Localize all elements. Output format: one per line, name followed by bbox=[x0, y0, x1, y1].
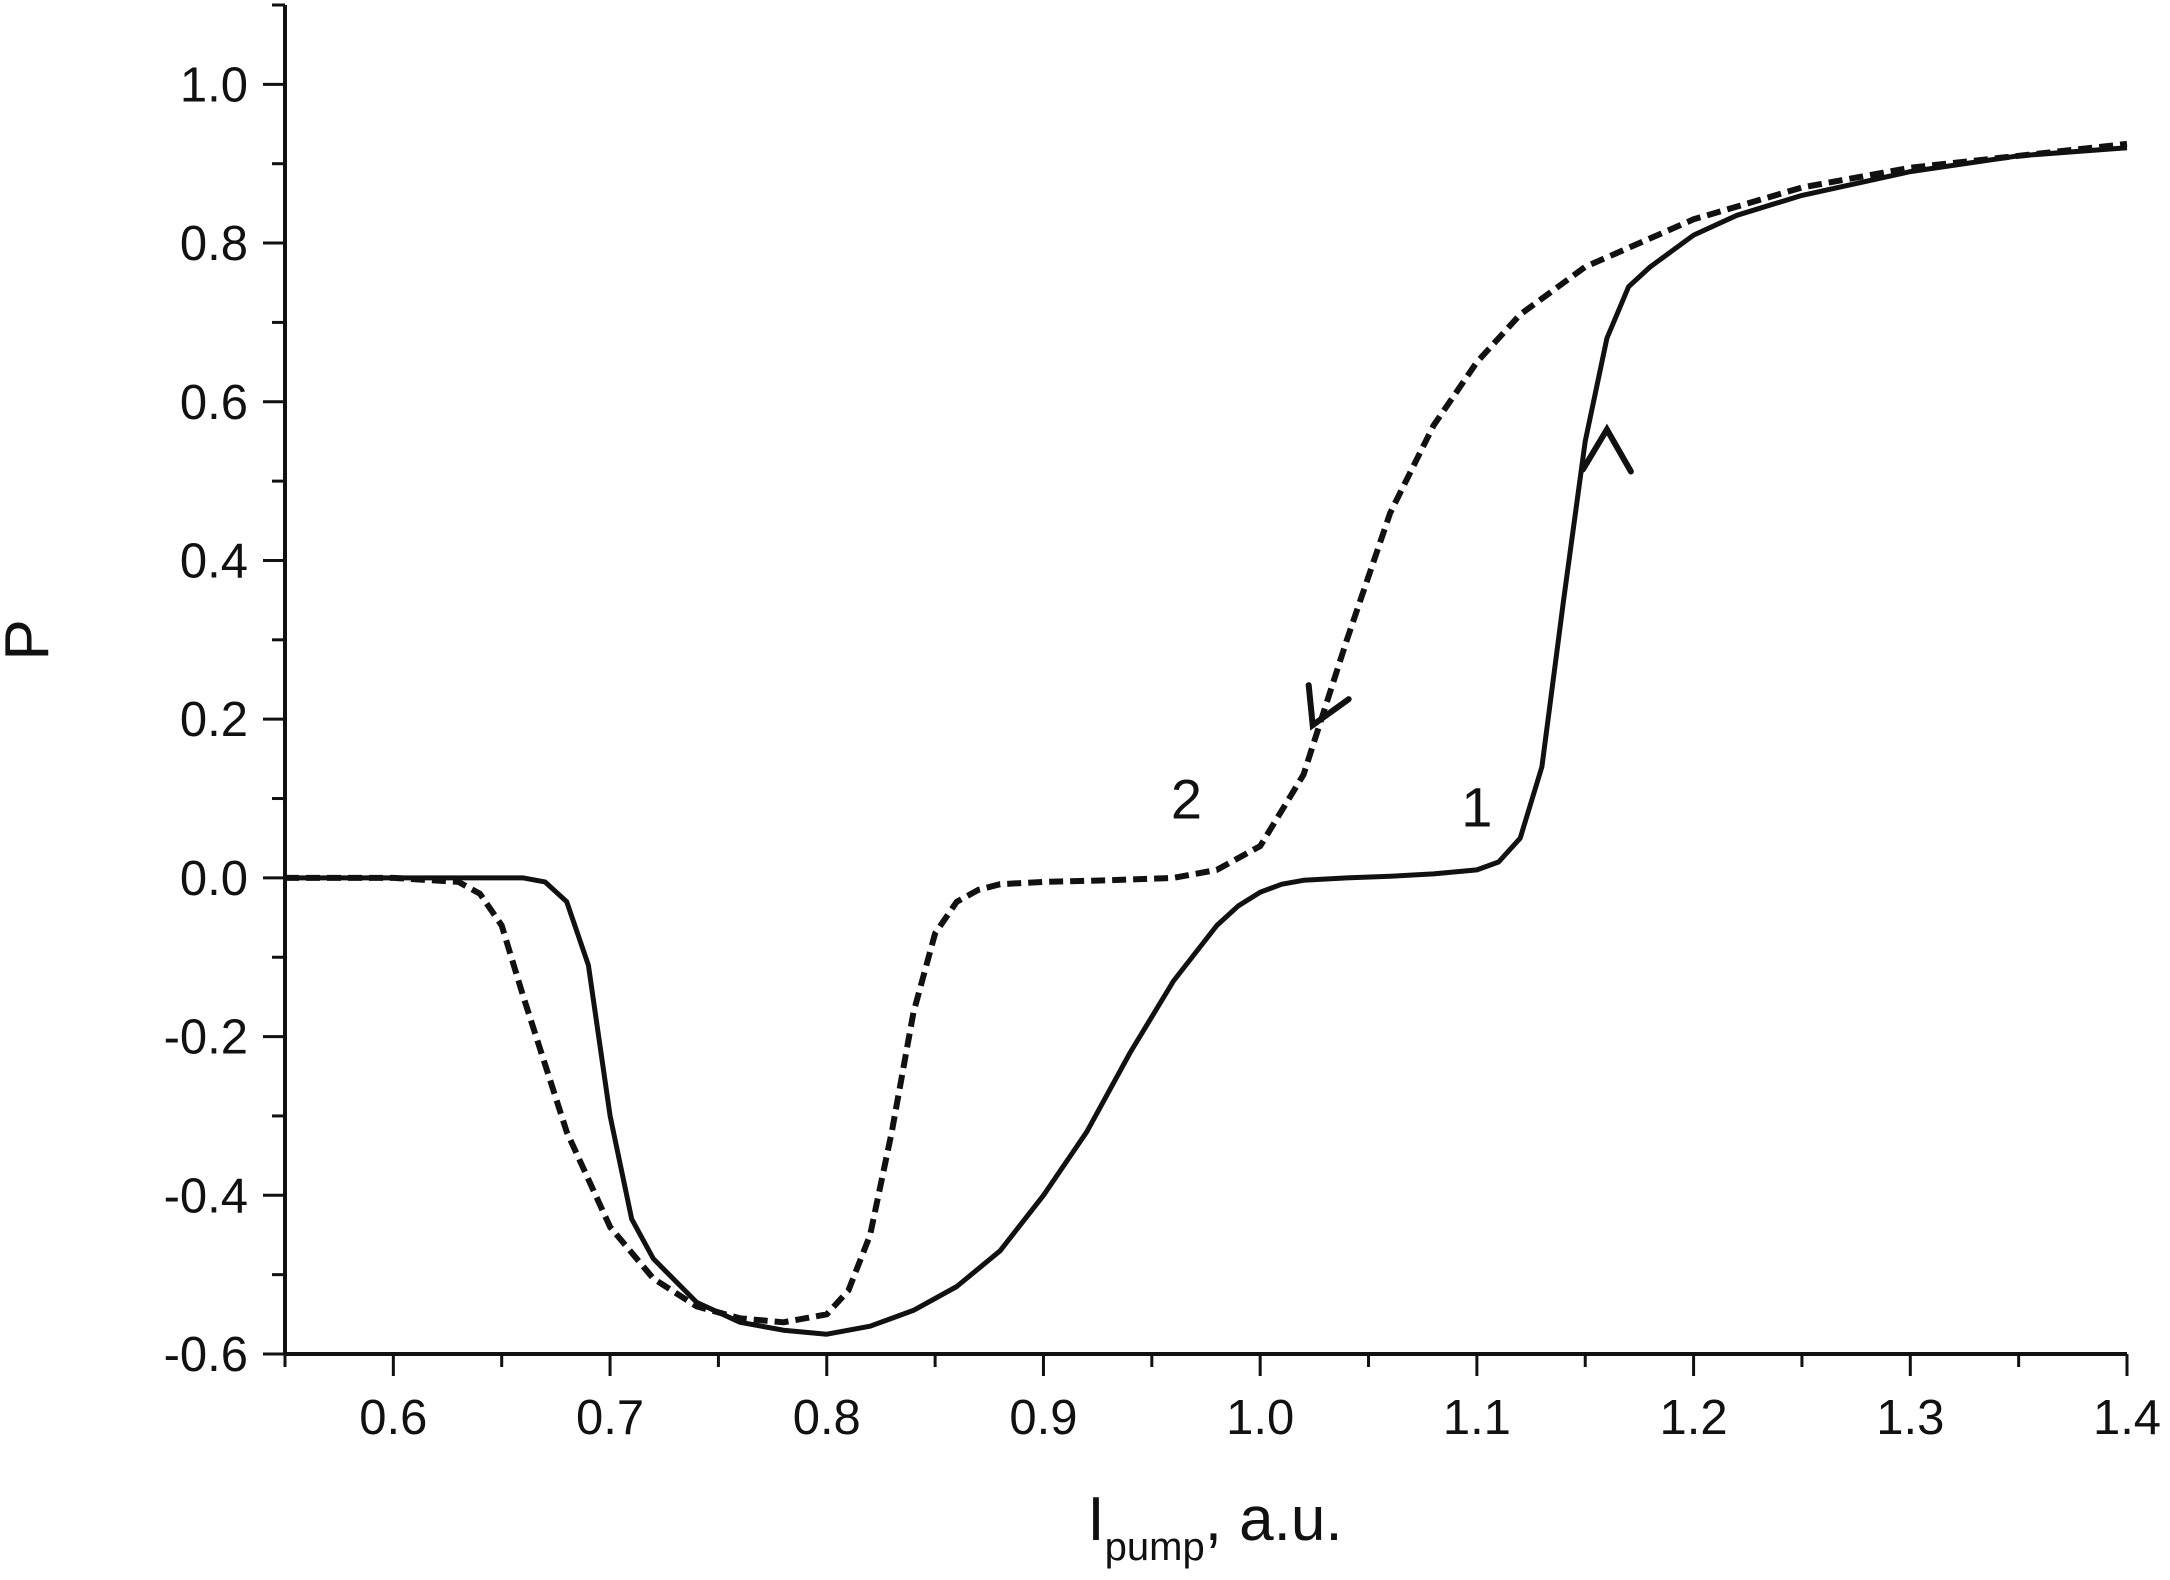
x-tick-label: 1.3 bbox=[1876, 1391, 1944, 1445]
y-tick-label: -0.4 bbox=[164, 1169, 248, 1223]
series-2-line bbox=[285, 140, 2128, 1326]
x-tick-label: 0.9 bbox=[1009, 1391, 1077, 1445]
x-axis-title: Ipump, a.u. bbox=[1087, 1485, 1342, 1569]
series-1-direction-arrow bbox=[1579, 423, 1634, 475]
x-axis-title-suffix: , a.u. bbox=[1205, 1485, 1343, 1554]
y-tick-label: 0.0 bbox=[180, 852, 248, 906]
x-tick-label: 1.4 bbox=[2093, 1391, 2161, 1445]
y-tick-label: -0.2 bbox=[164, 1011, 248, 1065]
x-tick-label: 1.1 bbox=[1443, 1391, 1511, 1445]
curve-label-1: 1 bbox=[1461, 775, 1492, 838]
axes-layer bbox=[283, 5, 2127, 1356]
series-1-line bbox=[285, 145, 2128, 1337]
annotation-layer: 12 bbox=[1171, 423, 1634, 838]
y-tick-label: 0.6 bbox=[180, 376, 248, 430]
x-tick-label: 0.7 bbox=[576, 1391, 644, 1445]
ticks-layer: 0.6 0.7 0.8 0.9 1.0 1.1 1.2 1.3 1.4 -0.6 -0.4 -0.2 0… bbox=[164, 3, 2161, 1445]
x-axis-title-subscript: pump bbox=[1105, 1525, 1205, 1569]
y-tick-label: -0.6 bbox=[164, 1328, 248, 1382]
x-tick-label: 0.8 bbox=[793, 1391, 861, 1445]
y-tick-label: 1.0 bbox=[180, 58, 248, 112]
y-tick-label: 0.4 bbox=[180, 534, 248, 588]
x-axis-title-main: I bbox=[1087, 1485, 1104, 1554]
series-layer bbox=[285, 140, 2128, 1337]
x-tick-label: 0.6 bbox=[359, 1391, 427, 1445]
y-axis-title: P bbox=[0, 619, 62, 660]
x-tick-label: 1.0 bbox=[1226, 1391, 1294, 1445]
y-tick-label: 0.2 bbox=[180, 693, 248, 747]
x-tick-label: 1.2 bbox=[1660, 1391, 1728, 1445]
series-2-direction-arrow bbox=[1305, 682, 1352, 731]
curve-label-2: 2 bbox=[1171, 767, 1202, 830]
y-tick-label: 0.8 bbox=[180, 217, 248, 271]
